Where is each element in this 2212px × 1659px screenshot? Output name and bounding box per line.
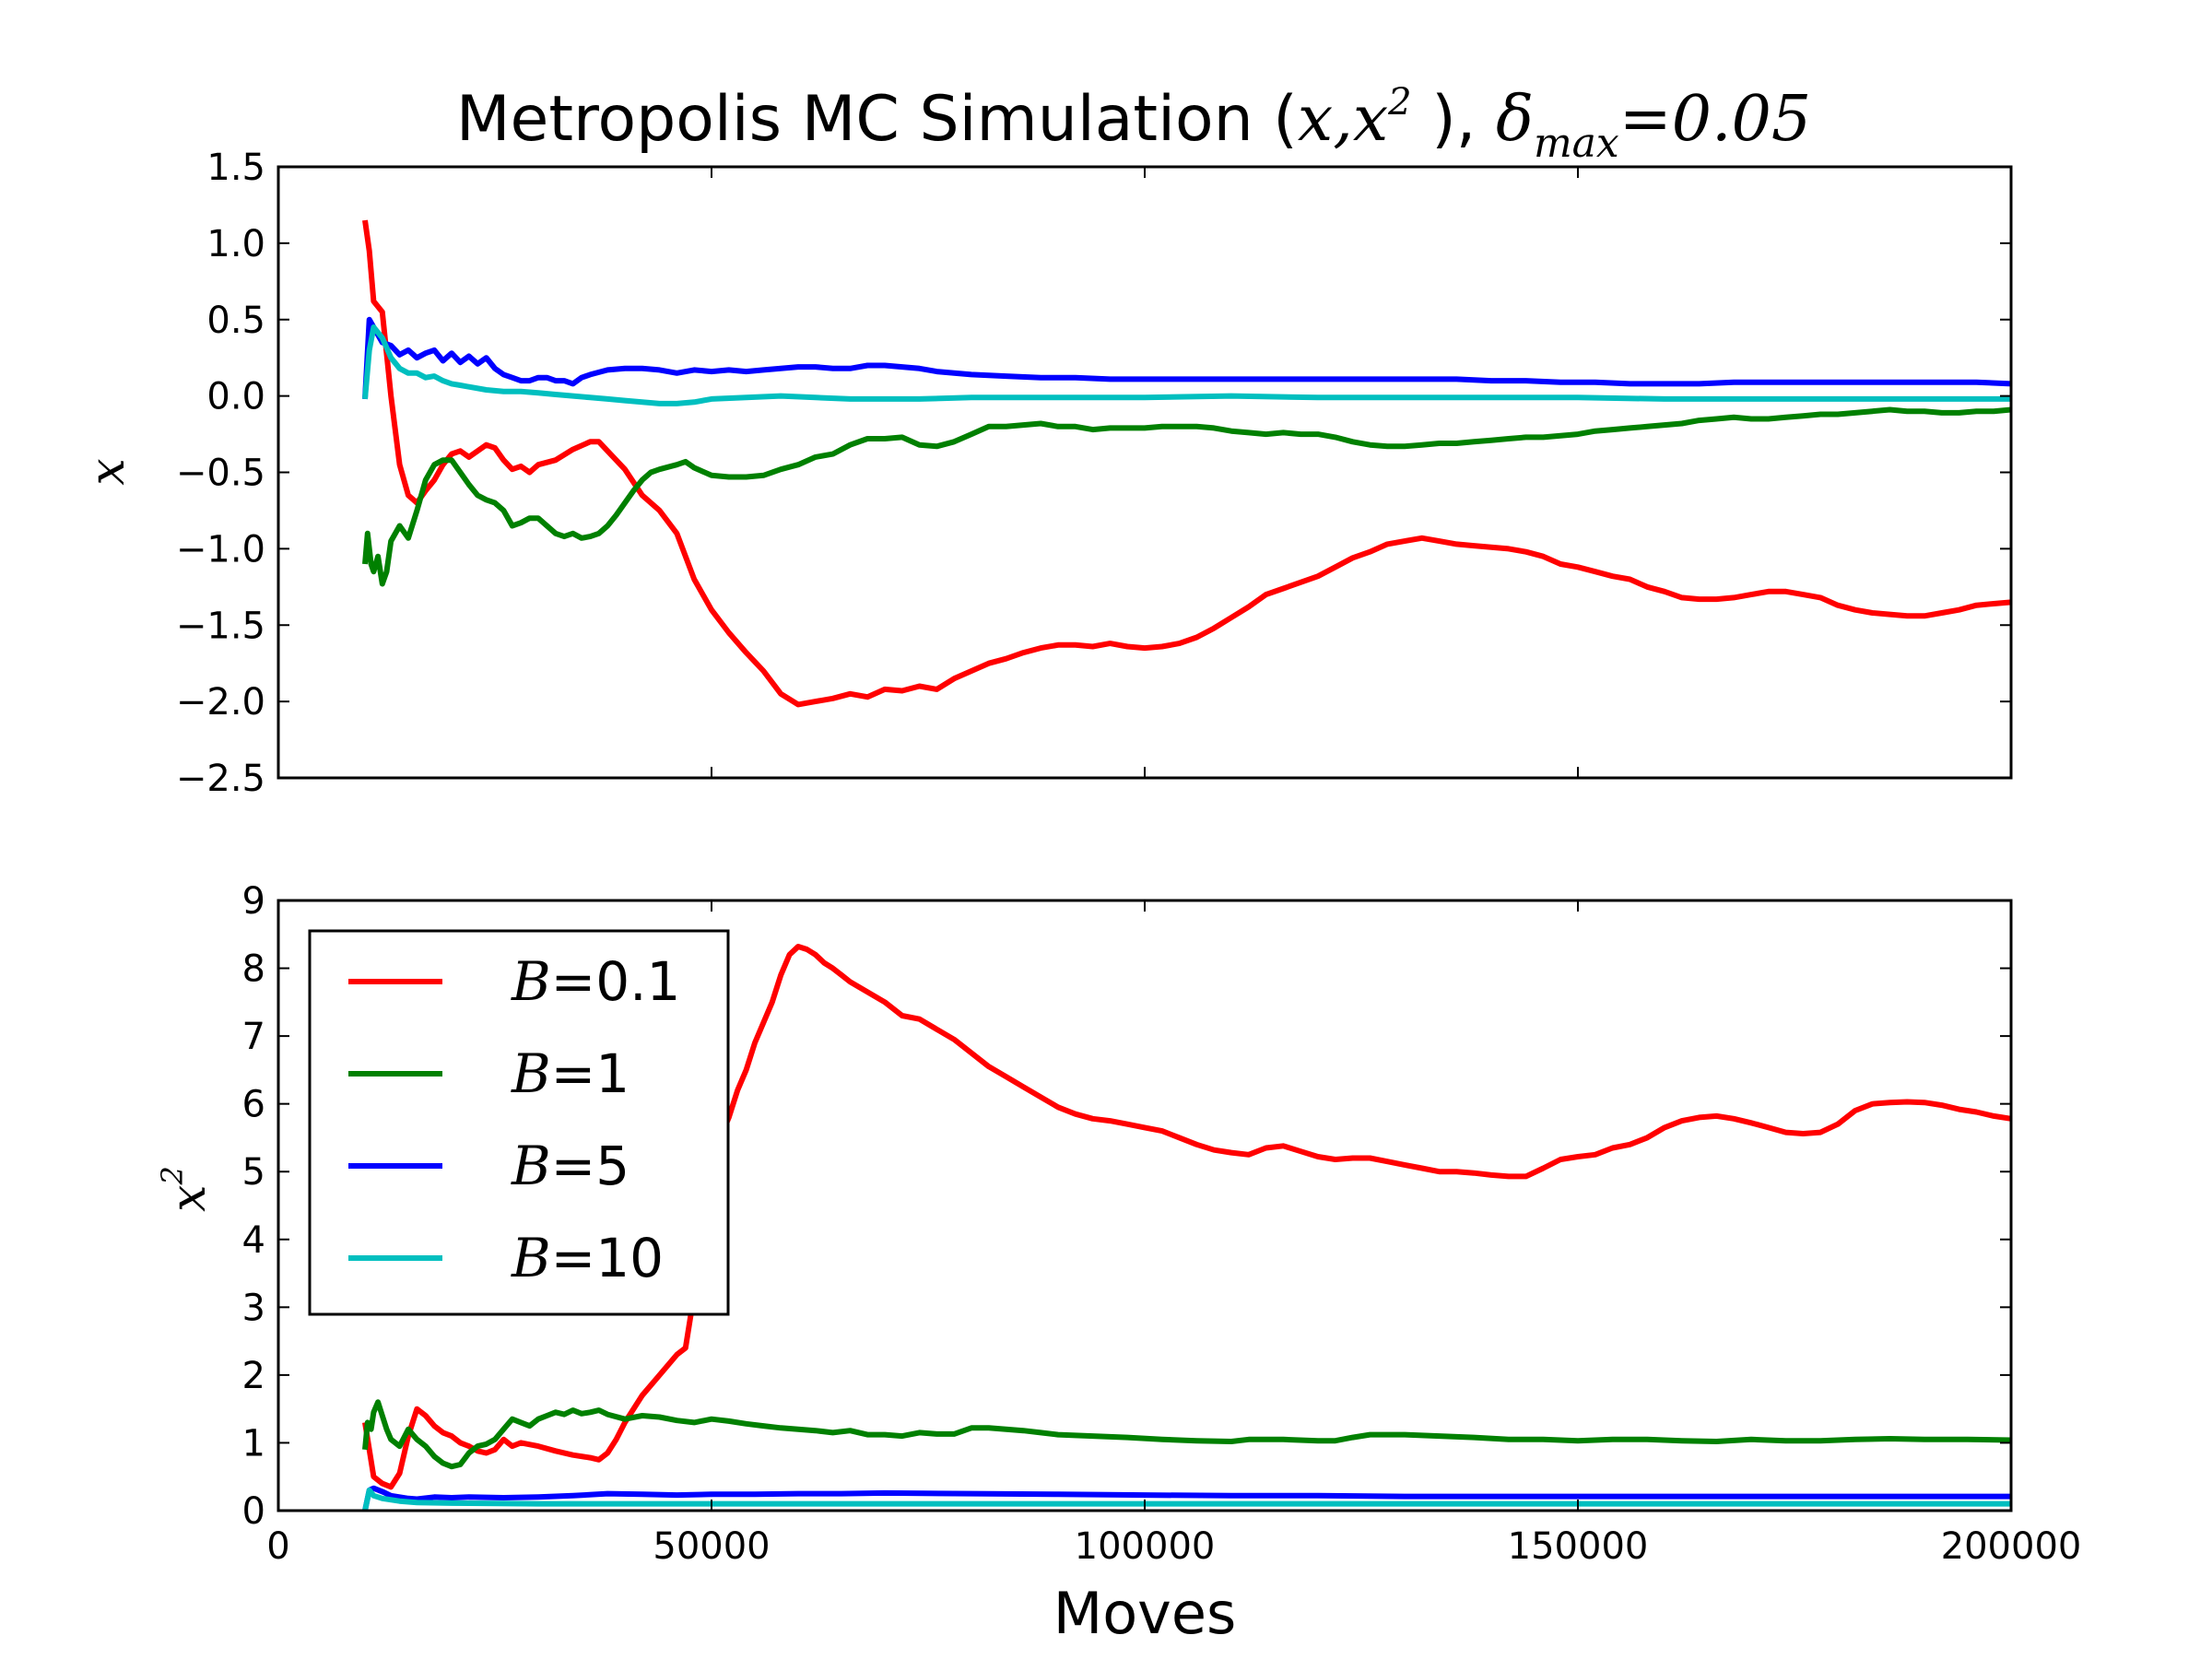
- bottom-y-tick-label: 7: [242, 1016, 265, 1058]
- top-series-line-2: [362, 316, 2012, 400]
- legend-label-2: B=5: [511, 1135, 629, 1197]
- x-axis-label: Moves: [1053, 1580, 1237, 1647]
- top-y-ticks: 1.5 1.0 0.5 0.0 −0.5 −1.0 −1.5 −2.0 −2.5: [176, 147, 2011, 800]
- bottom-x-ticks: 0 50000 100000 150000 200000: [266, 900, 2081, 1568]
- bottom-y-axis-label: x2: [155, 1166, 217, 1212]
- legend: B=0.1 B=1 B=5 B=10: [308, 929, 730, 1316]
- top-series-line-0: [362, 219, 2012, 708]
- top-series-group: [362, 219, 2012, 708]
- legend-box: [308, 929, 730, 1316]
- bottom-y-tick-label: 2: [242, 1355, 265, 1397]
- bottom-series-line-2: [362, 1485, 2011, 1512]
- bottom-x-tick-label: 0: [266, 1525, 289, 1568]
- bottom-series-line-0: [362, 944, 2012, 1490]
- top-y-tick-label: −1.5: [176, 605, 265, 647]
- bottom-y-ticks: 9 8 7 6 5 4 3 2 1 0: [242, 880, 2011, 1533]
- bottom-panel: 9 8 7 6 5 4 3 2 1 0 0 50000 100000 150000 200000 x2 M…: [155, 880, 2081, 1647]
- top-y-tick-label: −0.5: [176, 453, 265, 495]
- legend-label-3: B=10: [511, 1227, 664, 1289]
- top-y-tick-label: 1.5: [206, 147, 265, 189]
- legend-label-0: B=0.1: [511, 950, 680, 1013]
- bottom-y-tick-label: 3: [242, 1287, 265, 1329]
- bottom-series-line-3: [362, 1487, 2011, 1512]
- bottom-y-tick-label: 8: [242, 948, 265, 991]
- bottom-y-tick-label: 9: [242, 880, 265, 923]
- top-y-tick-label: −2.5: [176, 758, 265, 800]
- top-y-tick-label: −1.0: [176, 528, 265, 571]
- top-panel: 1.5 1.0 0.5 0.0 −0.5 −1.0 −1.5 −2.0 −2.5 x: [80, 147, 2013, 800]
- bottom-y-tick-label: 6: [242, 1084, 265, 1126]
- bottom-x-tick-label: 50000: [653, 1525, 770, 1568]
- top-series-line-3: [362, 324, 2011, 406]
- top-series-line-1: [362, 406, 2012, 587]
- top-y-axis-label: x: [80, 458, 135, 485]
- bottom-y-tick-label: 5: [242, 1151, 265, 1194]
- top-y-tick-label: 0.0: [206, 376, 265, 418]
- bottom-y-tick-label: 4: [242, 1219, 265, 1262]
- legend-label-1: B=1: [511, 1042, 629, 1105]
- top-y-tick-label: 1.0: [206, 223, 265, 265]
- top-y-tick-label: −2.0: [176, 681, 265, 724]
- bottom-x-tick-label: 100000: [1075, 1525, 1216, 1568]
- bottom-series-group: [362, 944, 2012, 1512]
- top-y-tick-label: 0.5: [206, 300, 265, 342]
- chart-title: Metropolis MC Simulation (x,x2 ), δmax=0…: [456, 81, 1811, 167]
- bottom-series-line-1: [362, 1399, 2012, 1470]
- bottom-x-tick-label: 200000: [1941, 1525, 2082, 1568]
- bottom-y-tick-label: 1: [242, 1422, 265, 1465]
- bottom-y-tick-label: 0: [242, 1490, 265, 1533]
- bottom-x-tick-label: 150000: [1508, 1525, 1649, 1568]
- top-x-ticks: [711, 167, 1579, 778]
